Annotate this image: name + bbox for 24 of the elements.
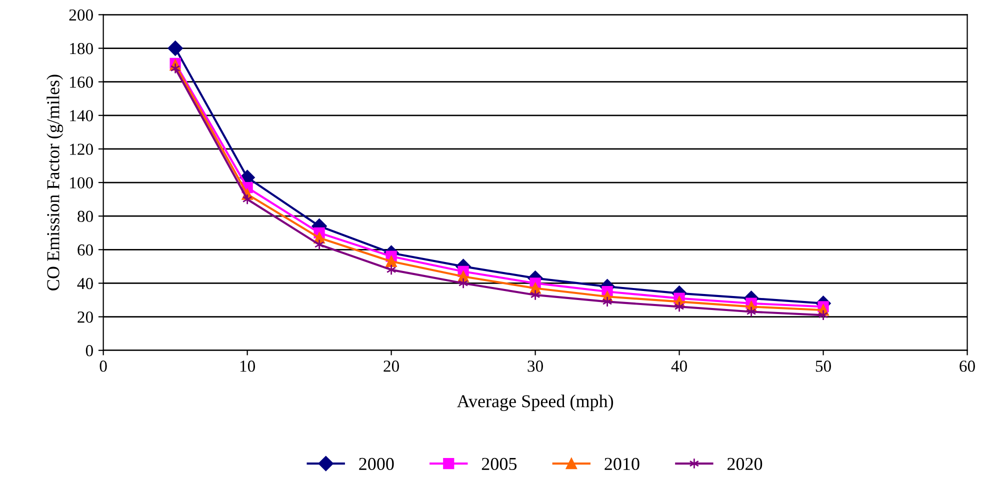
y-tick-label: 60: [78, 244, 93, 256]
y-tick-label: 140: [70, 110, 93, 122]
y-tick-label: 120: [70, 144, 93, 155]
x-tick-label: 50: [816, 360, 831, 372]
x-tick-label: 30: [528, 360, 543, 372]
x-axis-title: Average Speed (mph): [456, 394, 614, 412]
x-tick-label: 0: [100, 360, 107, 372]
x-tick-label: 60: [960, 360, 975, 372]
x-tick-label: 20: [384, 360, 399, 372]
y-tick-label: 80: [78, 210, 93, 222]
legend-label: 2010: [604, 458, 640, 470]
y-axis-title: CO Emission Factor (g/miles): [46, 74, 64, 290]
legend-label: 2000: [359, 458, 394, 470]
legend-label: 2020: [727, 458, 762, 470]
x-tick-label: 40: [671, 360, 687, 372]
y-tick-label: 100: [70, 177, 93, 188]
y-tick-label: 180: [70, 42, 93, 54]
y-tick-label: 160: [70, 76, 93, 88]
y-tick-label: 200: [69, 9, 93, 21]
y-tick-label: 0: [86, 345, 93, 356]
y-tick-label: 40: [77, 278, 93, 290]
y-tick-label: 20: [78, 311, 93, 323]
x-tick-label: 10: [240, 360, 256, 372]
legend-label: 2005: [482, 458, 517, 470]
